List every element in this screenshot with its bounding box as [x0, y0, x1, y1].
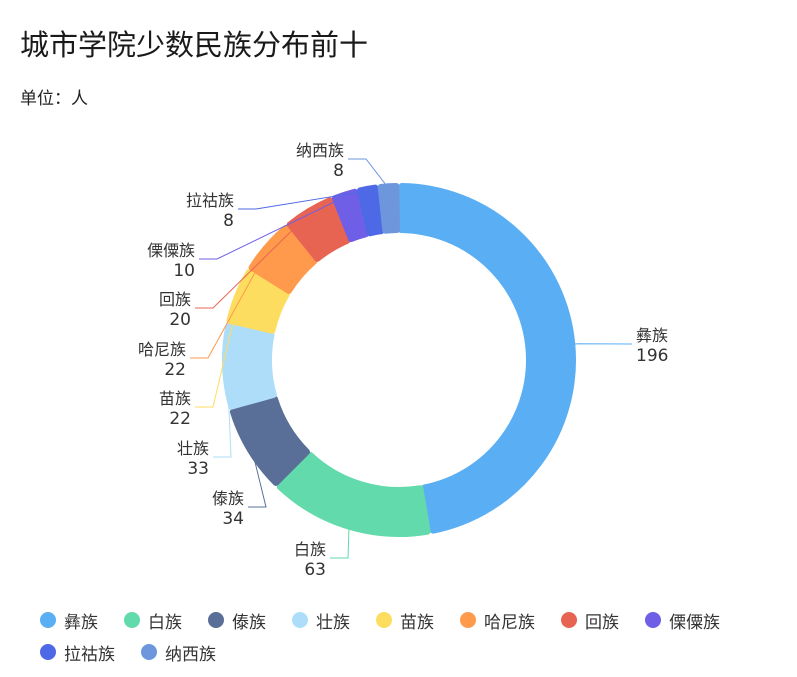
legend-marker-icon — [645, 612, 661, 628]
leader-line-8 — [199, 196, 346, 260]
legend-marker-icon — [141, 644, 157, 660]
leader-line-4 — [213, 366, 232, 458]
slice-label-value-7: 20 — [169, 310, 191, 330]
slice-9[interactable] — [357, 184, 385, 237]
legend-item-5[interactable]: 苗族 — [376, 608, 434, 633]
slice-label-name-7: 回族 — [159, 290, 191, 309]
legend-label: 拉祜族 — [64, 644, 115, 665]
slice-label-name-5: 苗族 — [159, 389, 191, 408]
leader-line-2 — [330, 524, 350, 559]
legend-item-1[interactable]: 彝族 — [40, 608, 98, 633]
slice-label-value-6: 22 — [164, 360, 186, 380]
leader-line-6 — [190, 247, 269, 359]
legend-item-7[interactable]: 回族 — [561, 608, 619, 633]
slice-label-value-10: 8 — [333, 161, 344, 181]
legend-item-6[interactable]: 哈尼族 — [460, 608, 535, 633]
legend-label: 彝族 — [64, 612, 98, 633]
legend-label: 苗族 — [400, 612, 434, 633]
legend-label: 壮族 — [316, 612, 350, 633]
legend-marker-icon — [460, 612, 476, 628]
legend-marker-icon — [40, 644, 56, 660]
legend-item-3[interactable]: 傣族 — [208, 608, 266, 633]
legend-item-2[interactable]: 白族 — [124, 608, 182, 633]
legend-item-10[interactable]: 纳西族 — [141, 640, 216, 665]
slice-label-name-10: 纳西族 — [296, 141, 344, 160]
slice-label-value-3: 34 — [222, 509, 244, 529]
legend-label: 傈僳族 — [669, 612, 720, 633]
slice-label-value-4: 33 — [187, 459, 209, 479]
leader-line-5 — [195, 296, 240, 408]
legend-label: 傣族 — [232, 612, 266, 633]
slice-label-name-8: 傈僳族 — [147, 241, 195, 260]
legend-marker-icon — [124, 612, 140, 628]
slice-label-value-2: 63 — [304, 560, 326, 580]
legend: 彝族 白族 傣族 壮族 苗族 哈尼族 回族 傈僳族拉祜族 纳西族 — [40, 608, 780, 665]
slice-label-name-9: 拉祜族 — [186, 191, 234, 210]
chart-title: 城市学院少数民族分布前十 — [20, 28, 369, 62]
slice-label-name-1: 彝族 — [636, 326, 668, 345]
slice-label-name-4: 壮族 — [177, 439, 209, 458]
legend-item-4[interactable]: 壮族 — [292, 608, 350, 633]
legend-label: 回族 — [585, 612, 619, 633]
slice-4[interactable] — [222, 323, 277, 410]
slice-label-value-9: 8 — [223, 211, 234, 231]
leader-line-1 — [570, 343, 633, 345]
legend-label: 纳西族 — [165, 644, 216, 665]
legend-marker-icon — [292, 612, 308, 628]
slice-3[interactable] — [229, 395, 311, 486]
slice-1[interactable] — [398, 183, 576, 534]
slice-label-value-1: 196 — [636, 346, 668, 366]
slice-7[interactable] — [286, 197, 351, 262]
legend-marker-icon — [208, 612, 224, 628]
legend-marker-icon — [561, 612, 577, 628]
slice-label-name-6: 哈尼族 — [138, 340, 186, 359]
leader-lines-group — [190, 158, 633, 559]
legend-marker-icon — [40, 612, 56, 628]
leader-line-9 — [238, 190, 369, 210]
donut-chart: 彝族196白族63傣族34壮族33苗族22哈尼族22回族20傈僳族10拉祜族8纳… — [138, 141, 668, 580]
leader-line-3 — [248, 448, 267, 508]
legend-label: 哈尼族 — [484, 612, 535, 633]
slice-label-name-2: 白族 — [294, 540, 326, 559]
slice-8[interactable] — [331, 188, 369, 243]
slice-5[interactable] — [226, 269, 290, 334]
labels-group: 彝族196白族63傣族34壮族33苗族22哈尼族22回族20傈僳族10拉祜族8纳… — [138, 141, 668, 580]
leader-line-7 — [195, 212, 311, 309]
slice-10[interactable] — [377, 183, 400, 234]
legend-marker-icon — [376, 612, 392, 628]
leader-line-10 — [348, 158, 390, 189]
slice-6[interactable] — [248, 225, 318, 295]
legend-item-8[interactable]: 傈僳族 — [645, 608, 720, 633]
legend-label: 白族 — [148, 612, 182, 633]
slice-2[interactable] — [276, 451, 431, 537]
legend-item-9[interactable]: 拉祜族 — [40, 640, 115, 665]
slice-label-name-3: 傣族 — [212, 489, 244, 508]
unit-label: 单位：人 — [20, 89, 88, 109]
slice-label-value-5: 22 — [169, 409, 191, 429]
slice-label-value-8: 10 — [173, 261, 195, 281]
slices-group — [222, 183, 576, 537]
